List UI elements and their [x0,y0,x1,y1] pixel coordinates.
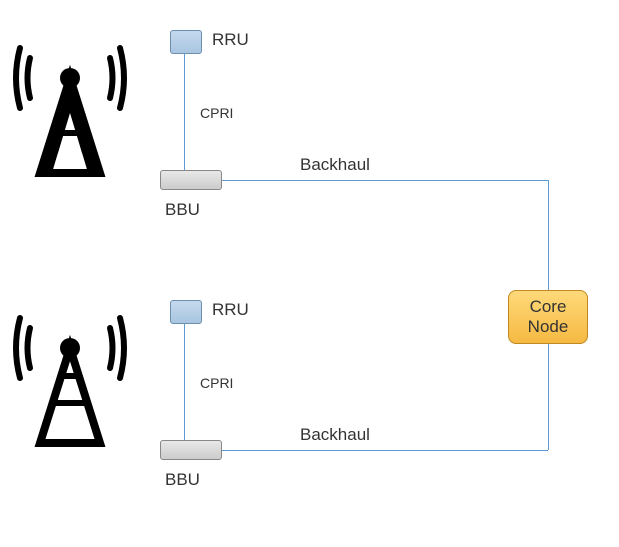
backhaul-link-1-h [222,180,548,181]
bbu-label-2: BBU [165,470,200,490]
cpri-link-1 [184,54,185,170]
backhaul-label-2: Backhaul [300,425,370,445]
cpri-link-2 [184,324,185,440]
core-node-label: Core Node [528,297,569,338]
bbu-node-2 [160,440,222,460]
backhaul-link-2-v [548,344,549,450]
rru-node-2 [170,300,202,324]
antenna-tower-2 [10,298,130,448]
bbu-node-1 [160,170,222,190]
cpri-label-2: CPRI [200,375,233,391]
backhaul-label-1: Backhaul [300,155,370,175]
rru-label-1: RRU [212,30,249,50]
backhaul-link-1-v [548,180,549,290]
backhaul-link-2-h [222,450,548,451]
rru-label-2: RRU [212,300,249,320]
antenna-tower-1 [10,28,130,178]
rru-node-1 [170,30,202,54]
bbu-label-1: BBU [165,200,200,220]
cpri-label-1: CPRI [200,105,233,121]
core-node: Core Node [508,290,588,344]
